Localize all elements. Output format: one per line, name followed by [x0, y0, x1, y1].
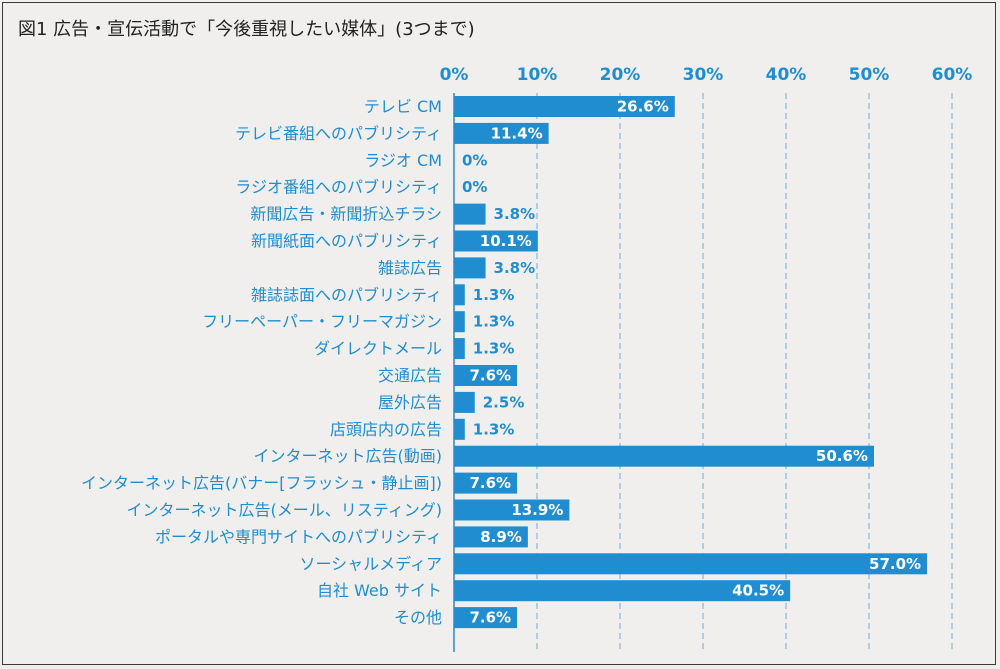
category-label: 新聞紙面へのパブリシティ	[251, 232, 442, 251]
bar	[454, 203, 486, 225]
x-tick-label: 20%	[600, 65, 641, 85]
category-label: ソーシャルメディア	[299, 554, 442, 573]
category-label: フリーペーパー・フリーマガジン	[202, 312, 442, 331]
category-label: テレビ番組へのパブリシティ	[235, 124, 442, 143]
value-label: 1.3%	[473, 286, 515, 304]
x-tick-label: 10%	[517, 65, 558, 85]
category-label: ダイレクトメール	[314, 339, 442, 358]
category-label: インターネット広告(動画)	[254, 447, 443, 466]
category-label: ラジオ CM	[364, 151, 442, 170]
value-label: 8.9%	[480, 528, 522, 546]
category-label: 屋外広告	[378, 393, 442, 412]
value-label: 0%	[462, 151, 487, 169]
value-label: 3.8%	[494, 205, 536, 223]
bar	[454, 365, 518, 386]
category-label: インターネット広告(バナー[フラッシュ・静止画])	[81, 474, 442, 493]
value-label: 7.6%	[469, 367, 511, 385]
category-label: 雑誌誌面へのパブリシティ	[251, 285, 442, 304]
bar	[454, 607, 518, 629]
x-tick-label: 0%	[440, 65, 469, 85]
value-label: 50.6%	[816, 447, 868, 465]
value-label: 0%	[462, 178, 487, 196]
value-label: 3.8%	[494, 259, 536, 277]
category-label: ポータルや専門サイトへのパブリシティ	[155, 527, 442, 546]
category-label: 雑誌広告	[378, 258, 442, 277]
bar	[454, 257, 486, 279]
value-label: 1.3%	[473, 340, 515, 358]
value-label: 57.0%	[869, 555, 921, 573]
bar	[454, 284, 465, 306]
category-label: インターネット広告(メール、リスティング)	[126, 501, 442, 520]
x-tick-label: 30%	[683, 65, 724, 85]
value-label: 10.1%	[480, 232, 532, 250]
bar	[454, 445, 874, 467]
chart-title: 図1 広告・宣伝活動で「今後重視したい媒体」(3つまで)	[18, 19, 475, 40]
x-tick-label: 40%	[766, 65, 807, 85]
category-label: テレビ CM	[364, 97, 442, 116]
category-label: ラジオ番組へのパブリシティ	[235, 178, 442, 197]
value-label: 26.6%	[617, 98, 669, 116]
bar	[454, 526, 528, 548]
value-label: 13.9%	[511, 501, 563, 519]
bar	[454, 553, 928, 575]
bar	[454, 499, 570, 521]
category-label: 自社 Web サイト	[317, 581, 442, 600]
category-label: 交通広告	[378, 366, 442, 385]
value-label: 40.5%	[732, 582, 784, 600]
value-label: 1.3%	[473, 420, 515, 438]
bar	[454, 418, 465, 440]
category-label: 店頭店内の広告	[330, 420, 442, 439]
category-label: その他	[394, 608, 442, 627]
bar	[454, 122, 549, 144]
bar	[454, 472, 518, 494]
value-label: 1.3%	[473, 313, 515, 331]
bars	[454, 96, 928, 629]
bar	[454, 311, 465, 333]
category-label: 新聞広告・新聞折込チラシ	[250, 205, 442, 224]
bar	[454, 391, 475, 413]
x-tick-label: 60%	[932, 65, 973, 85]
bar	[454, 230, 538, 252]
value-label: 11.4%	[491, 124, 543, 142]
x-axis-ticks: 0% 10% 20% 30% 40% 50% 60%	[440, 65, 973, 85]
x-tick-label: 50%	[849, 65, 890, 85]
bar	[454, 580, 791, 602]
value-label: 7.6%	[469, 609, 511, 627]
value-label: 2.5%	[483, 393, 525, 411]
bar	[454, 96, 675, 117]
value-labels: 26.6%11.4%0%0%3.8%10.1%3.8%1.3%1.3%1.3%7…	[462, 98, 921, 627]
value-label: 7.6%	[469, 474, 511, 492]
bar	[454, 338, 465, 360]
